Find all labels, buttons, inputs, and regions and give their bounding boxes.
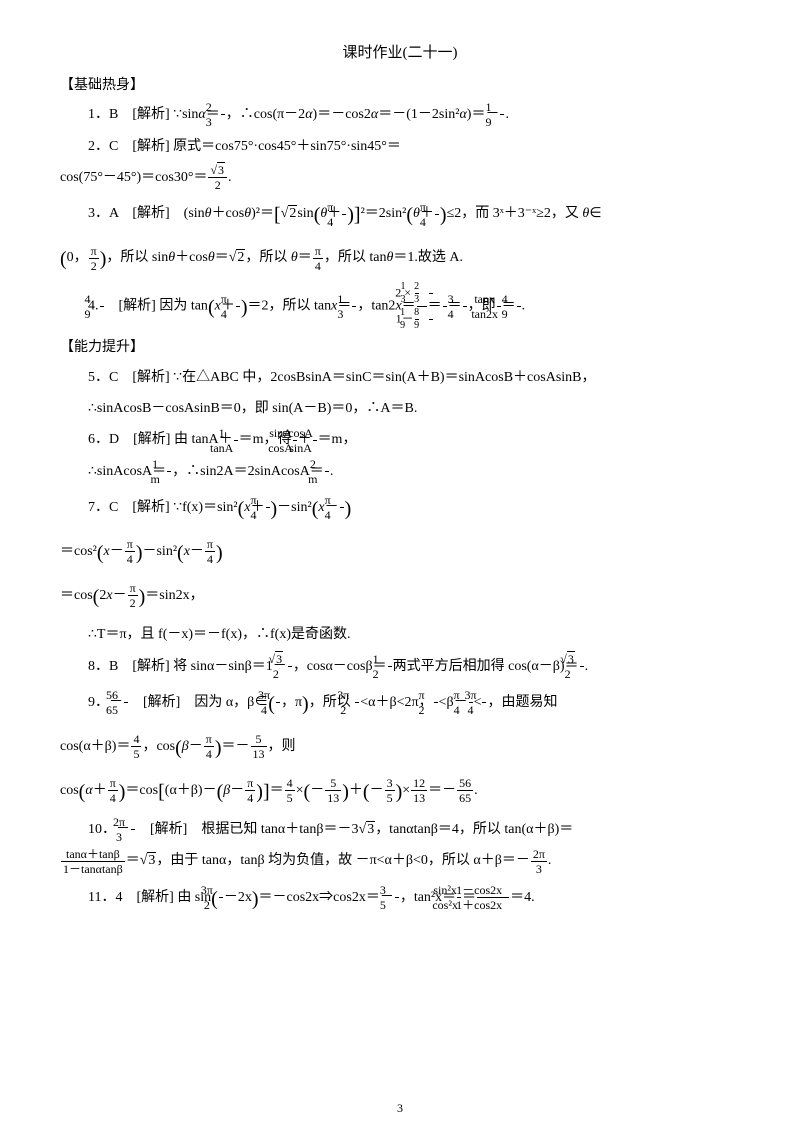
solution-6: 6．D [解析] 由 tanA＋1tanA＝m，得sinAcosA＋cosAsi… [88, 425, 740, 454]
page-title: 课时作业(二十一) [60, 40, 740, 67]
page-number: 3 [397, 1098, 403, 1120]
solution-8: 8．B [解析] 将 sinα－sinβ＝1－32，cosα－cosβ＝12两式… [88, 652, 740, 681]
solution-3: 3．A [解析] (sinθ＋cosθ)²＝[2sin(θ＋π4)]²＝2sin… [88, 194, 740, 236]
section-advance: 【能力提升】 [60, 335, 740, 360]
solution-2-cont: cos(75°－45°)＝cos30°＝32. [60, 163, 740, 192]
solution-4: 4.49 [解析] 因为 tan(x＋π4)＝2，所以 tanx＝13，tan2… [88, 282, 740, 331]
solution-7-l4: ∴T＝π，且 f(－x)＝－f(x)，∴f(x)是奇函数. [88, 620, 740, 649]
solution-10: 10．－2π3 [解析] 根据已知 tanα＋tanβ＝－33，tanαtanβ… [88, 815, 740, 844]
solution-5: 5．C [解析] ∵在△ABC 中，2cosBsinA＝sinC＝sin(A＋B… [88, 363, 740, 392]
solution-1: 1．B [解析] ∵sinα＝23，∴cos(π－2α)＝－cos2α＝－(1－… [88, 100, 740, 129]
solution-2: 2．C [解析] 原式＝cos75°·cos45°＋sin75°·sin45°＝ [88, 132, 740, 161]
solution-9-l2: cos(α＋β)＝45，cos(β－π4)＝－513，则 [60, 727, 740, 769]
solution-9: 9．－5665 [解析] 因为 α，β∈(3π4，π)，所以 3π2<α＋β<2… [88, 683, 740, 725]
solution-9-l3: cos(α＋π4)＝cos[(α＋β)－(β－π4)]＝45×(－513)＋(－… [60, 771, 740, 813]
solution-7: 7．C [解析] ∵f(x)＝sin²(x＋π4)－sin²(x－π4) [88, 488, 740, 530]
solution-7-l2: ＝cos²(x－π4)－sin²(x－π4) [60, 532, 740, 574]
solution-5-cont: ∴sinAcosB－cosAsinB＝0，即 sin(A－B)＝0，∴A＝B. [88, 394, 740, 423]
solution-10-l2: tanα＋tanβ1－tanαtanβ＝3，由于 tanα，tanβ 均为负值，… [60, 846, 740, 875]
solution-3-cont: (0，π2)，所以 sinθ＋cosθ＝2，所以 θ＝π4，所以 tanθ＝1.… [60, 238, 740, 280]
section-basics: 【基础热身】 [60, 73, 740, 98]
solution-6-cont: ∴sinAcosA＝1m，∴sin2A＝2sinAcosA＝2m. [88, 457, 740, 486]
solution-7-l3: ＝cos(2x－π2)＝sin2x， [60, 576, 740, 618]
solution-11: 11．4 [解析] 由 sin(3π2－2x)＝－cos2x⇒cos2x＝－35… [88, 878, 740, 920]
